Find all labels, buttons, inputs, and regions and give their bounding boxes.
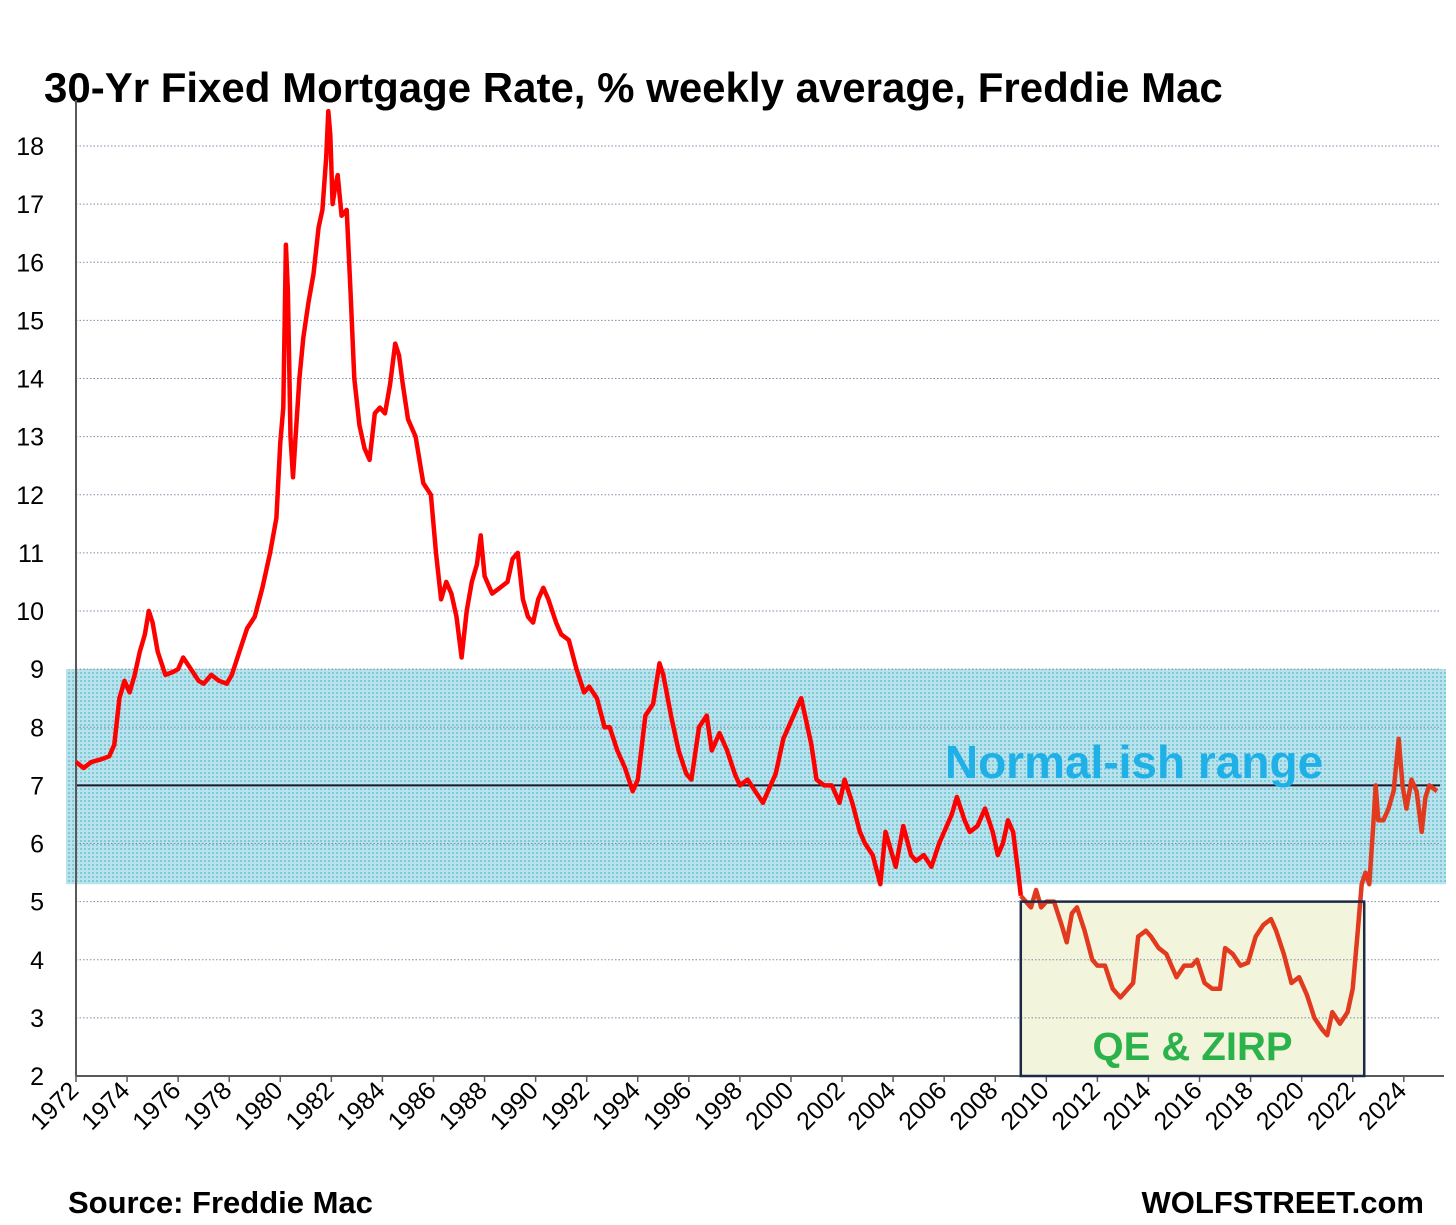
y-tick-label: 18 [16, 133, 44, 161]
qe-zirp-box-border [1019, 900, 1366, 1078]
x-tick-label: 2000 [740, 1076, 799, 1135]
qe-zirp-label: QE & ZIRP [1092, 1025, 1292, 1069]
x-tick-label: 1988 [434, 1076, 493, 1135]
y-tick-label: 17 [16, 191, 44, 219]
y-tick-label: 14 [16, 366, 44, 394]
x-tick-label: 1984 [332, 1076, 391, 1135]
x-tick-label: 1994 [587, 1076, 646, 1135]
x-tick-label: 2012 [1046, 1076, 1105, 1135]
y-tick-label: 7 [30, 772, 44, 800]
x-tick-label: 2024 [1353, 1076, 1412, 1135]
x-tick-label: 1982 [280, 1076, 339, 1135]
y-tick-label: 11 [18, 540, 44, 568]
x-tick-label: 2002 [791, 1076, 850, 1135]
qe-zirp-box [1020, 901, 1365, 1076]
y-tick-label: 5 [30, 889, 44, 917]
x-tick-label: 2016 [1149, 1076, 1208, 1135]
mortgage-rate-line-late [1019, 736, 1439, 1038]
x-tick-label: 1980 [229, 1076, 288, 1135]
x-tick-label: 2022 [1302, 1076, 1361, 1135]
y-tick-label: 13 [16, 424, 44, 452]
normal-range-band [66, 669, 1446, 885]
y-tick-label: 16 [16, 249, 44, 277]
y-tick-label: 3 [30, 1005, 44, 1033]
x-tick-label: 2010 [995, 1076, 1054, 1135]
x-tick-label: 2008 [944, 1076, 1003, 1135]
y-tick-label: 9 [30, 656, 44, 684]
x-tick-label: 1976 [127, 1076, 186, 1135]
y-tick-label: 15 [16, 307, 44, 335]
x-tick-label: 2014 [1098, 1076, 1157, 1135]
x-tick-label: 1992 [536, 1076, 595, 1135]
y-tick-label: 10 [16, 598, 44, 626]
normal-ish-range-label: Normal-ish range [945, 736, 1323, 788]
x-tick-label: 1974 [76, 1076, 135, 1135]
y-tick-label: 4 [30, 947, 44, 975]
chart-title: 30-Yr Fixed Mortgage Rate, % weekly aver… [44, 64, 1223, 111]
mortgage-rate-line [74, 108, 1024, 897]
x-tick-label: 2020 [1251, 1076, 1310, 1135]
x-tick-label: 2018 [1200, 1076, 1259, 1135]
y-tick-label: 8 [30, 714, 44, 742]
x-tick-label: 2006 [893, 1076, 952, 1135]
brand-label: WOLFSTREET.com [1141, 1185, 1424, 1220]
source-label: Source: Freddie Mac [68, 1185, 373, 1220]
x-tick-label: 1978 [178, 1076, 237, 1135]
y-tick-label: 6 [30, 831, 44, 859]
x-tick-label: 1998 [689, 1076, 748, 1135]
x-tick-label: 1990 [485, 1076, 544, 1135]
x-tick-label: 2004 [842, 1076, 901, 1135]
y-tick-label: 2 [30, 1063, 44, 1091]
x-tick-label: 1986 [383, 1076, 442, 1135]
x-tick-label: 1996 [638, 1076, 697, 1135]
y-tick-label: 12 [16, 482, 44, 510]
